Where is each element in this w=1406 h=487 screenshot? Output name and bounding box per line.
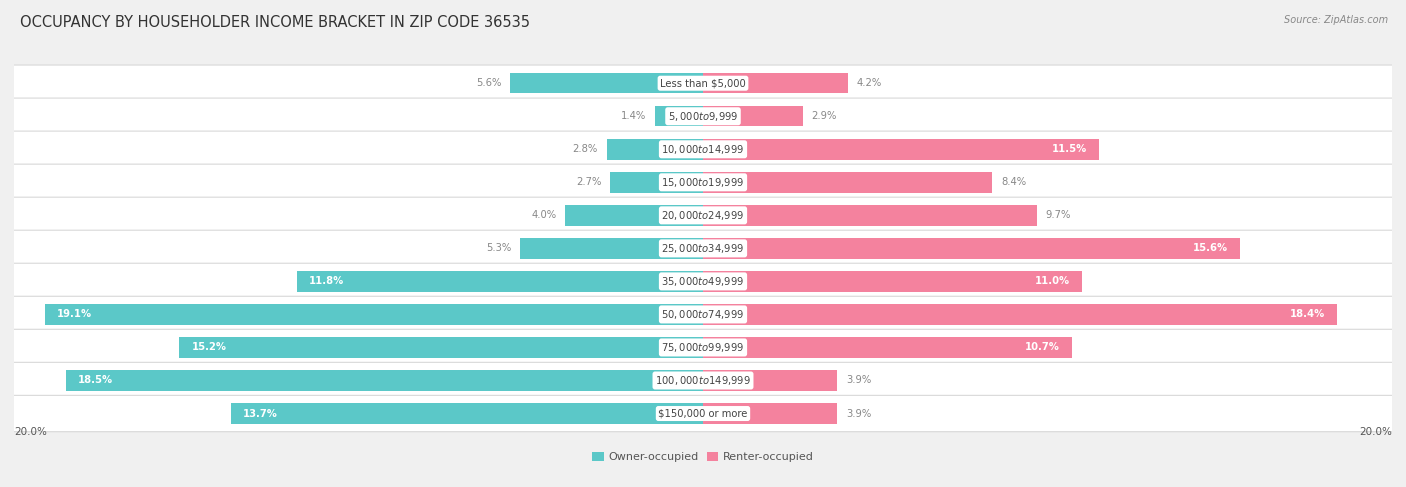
Bar: [297, 271, 703, 292]
Text: 3.9%: 3.9%: [846, 409, 872, 418]
Text: 20.0%: 20.0%: [14, 427, 46, 437]
FancyBboxPatch shape: [6, 395, 1400, 431]
Bar: [66, 370, 703, 391]
Bar: [703, 304, 1337, 325]
Text: $50,000 to $74,999: $50,000 to $74,999: [661, 308, 745, 321]
Text: 15.2%: 15.2%: [191, 342, 226, 353]
Text: 18.4%: 18.4%: [1289, 309, 1324, 319]
FancyBboxPatch shape: [6, 263, 1400, 300]
Text: Source: ZipAtlas.com: Source: ZipAtlas.com: [1284, 15, 1388, 25]
Bar: [520, 238, 703, 259]
Text: 5.3%: 5.3%: [486, 244, 512, 253]
FancyBboxPatch shape: [6, 98, 1400, 134]
Bar: [703, 403, 838, 424]
Text: 11.5%: 11.5%: [1052, 144, 1087, 154]
Text: $35,000 to $49,999: $35,000 to $49,999: [661, 275, 745, 288]
Text: $20,000 to $24,999: $20,000 to $24,999: [661, 209, 745, 222]
Text: $75,000 to $99,999: $75,000 to $99,999: [661, 341, 745, 354]
Text: $100,000 to $149,999: $100,000 to $149,999: [655, 374, 751, 387]
Text: 11.8%: 11.8%: [308, 277, 344, 286]
FancyBboxPatch shape: [6, 164, 1400, 201]
Bar: [703, 238, 1240, 259]
Bar: [703, 172, 993, 192]
Bar: [180, 337, 703, 358]
FancyBboxPatch shape: [6, 296, 1400, 333]
Text: 1.4%: 1.4%: [621, 111, 647, 121]
Text: 15.6%: 15.6%: [1194, 244, 1229, 253]
Text: 2.8%: 2.8%: [572, 144, 598, 154]
FancyBboxPatch shape: [6, 230, 1400, 266]
FancyBboxPatch shape: [6, 329, 1400, 366]
Text: OCCUPANCY BY HOUSEHOLDER INCOME BRACKET IN ZIP CODE 36535: OCCUPANCY BY HOUSEHOLDER INCOME BRACKET …: [20, 15, 530, 30]
Text: $10,000 to $14,999: $10,000 to $14,999: [661, 143, 745, 156]
Text: 5.6%: 5.6%: [477, 78, 502, 88]
FancyBboxPatch shape: [6, 197, 1400, 233]
Text: $150,000 or more: $150,000 or more: [658, 409, 748, 418]
Text: 9.7%: 9.7%: [1046, 210, 1071, 220]
Bar: [703, 139, 1099, 160]
Legend: Owner-occupied, Renter-occupied: Owner-occupied, Renter-occupied: [588, 448, 818, 467]
FancyBboxPatch shape: [6, 362, 1400, 399]
Bar: [565, 205, 703, 225]
Bar: [231, 403, 703, 424]
Bar: [703, 271, 1083, 292]
Bar: [703, 106, 803, 127]
Bar: [703, 73, 848, 94]
Text: 19.1%: 19.1%: [58, 309, 93, 319]
Text: $25,000 to $34,999: $25,000 to $34,999: [661, 242, 745, 255]
Text: 2.7%: 2.7%: [576, 177, 602, 187]
Text: Less than $5,000: Less than $5,000: [661, 78, 745, 88]
Text: 8.4%: 8.4%: [1001, 177, 1026, 187]
Text: $15,000 to $19,999: $15,000 to $19,999: [661, 176, 745, 189]
Text: 13.7%: 13.7%: [243, 409, 278, 418]
Bar: [610, 172, 703, 192]
Bar: [703, 205, 1038, 225]
Text: 20.0%: 20.0%: [1360, 427, 1392, 437]
Bar: [703, 337, 1071, 358]
Text: $5,000 to $9,999: $5,000 to $9,999: [668, 110, 738, 123]
Bar: [45, 304, 703, 325]
FancyBboxPatch shape: [6, 65, 1400, 101]
Bar: [703, 370, 838, 391]
Text: 3.9%: 3.9%: [846, 375, 872, 386]
Bar: [655, 106, 703, 127]
Bar: [510, 73, 703, 94]
Text: 4.2%: 4.2%: [856, 78, 882, 88]
Text: 2.9%: 2.9%: [811, 111, 837, 121]
Text: 4.0%: 4.0%: [531, 210, 557, 220]
Bar: [606, 139, 703, 160]
FancyBboxPatch shape: [6, 131, 1400, 168]
Text: 10.7%: 10.7%: [1025, 342, 1060, 353]
Text: 11.0%: 11.0%: [1035, 277, 1070, 286]
Text: 18.5%: 18.5%: [77, 375, 112, 386]
